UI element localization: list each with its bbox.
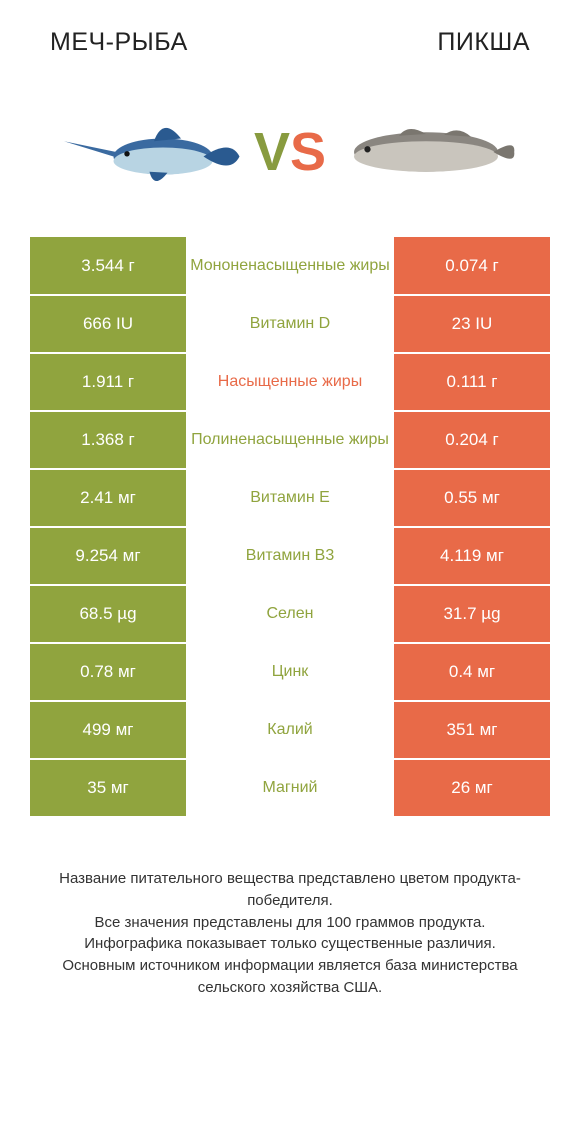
value-right: 351 мг bbox=[394, 701, 550, 759]
value-left: 499 мг bbox=[30, 701, 186, 759]
footer-line: Основным источником информации является … bbox=[28, 955, 552, 999]
nutrient-label: Полиненасыщенные жиры bbox=[186, 411, 394, 469]
comparison-table: 3.544 гМононенасыщенные жиры0.074 г666 I… bbox=[30, 237, 550, 818]
nutrient-label: Магний bbox=[186, 759, 394, 817]
value-right: 0.204 г bbox=[394, 411, 550, 469]
footer-line: Все значения представлены для 100 граммо… bbox=[28, 912, 552, 934]
value-right: 0.111 г bbox=[394, 353, 550, 411]
table-row: 3.544 гМононенасыщенные жиры0.074 г bbox=[30, 237, 550, 295]
left-title: МЕЧ-РЫБА bbox=[50, 28, 188, 57]
value-left: 666 IU bbox=[30, 295, 186, 353]
value-left: 35 мг bbox=[30, 759, 186, 817]
table-row: 1.911 гНасыщенные жиры0.111 г bbox=[30, 353, 550, 411]
value-left: 9.254 мг bbox=[30, 527, 186, 585]
comparison-table-wrap: 3.544 гМононенасыщенные жиры0.074 г666 I… bbox=[0, 227, 580, 818]
footer-line: Инфографика показывает только существенн… bbox=[28, 933, 552, 955]
nutrient-label: Мононенасыщенные жиры bbox=[186, 237, 394, 295]
haddock-icon bbox=[336, 107, 516, 197]
value-right: 26 мг bbox=[394, 759, 550, 817]
value-right: 0.55 мг bbox=[394, 469, 550, 527]
vs-label: VS bbox=[254, 125, 326, 179]
table-row: 666 IUВитамин D23 IU bbox=[30, 295, 550, 353]
swordfish-icon bbox=[64, 107, 244, 197]
nutrient-label: Селен bbox=[186, 585, 394, 643]
nutrient-label: Витамин E bbox=[186, 469, 394, 527]
table-row: 35 мгМагний26 мг bbox=[30, 759, 550, 817]
nutrient-label: Насыщенные жиры bbox=[186, 353, 394, 411]
table-row: 0.78 мгЦинк0.4 мг bbox=[30, 643, 550, 701]
nutrient-label: Цинк bbox=[186, 643, 394, 701]
images-row: VS bbox=[0, 67, 580, 227]
value-left: 3.544 г bbox=[30, 237, 186, 295]
vs-v: V bbox=[254, 122, 290, 182]
value-left: 1.911 г bbox=[30, 353, 186, 411]
value-right: 23 IU bbox=[394, 295, 550, 353]
footer-line: Название питательного вещества представл… bbox=[28, 868, 552, 912]
value-left: 68.5 µg bbox=[30, 585, 186, 643]
table-row: 1.368 гПолиненасыщенные жиры0.204 г bbox=[30, 411, 550, 469]
right-title: ПИКША bbox=[437, 28, 530, 57]
nutrient-label: Витамин D bbox=[186, 295, 394, 353]
nutrient-label: Витамин B3 bbox=[186, 527, 394, 585]
table-row: 68.5 µgСелен31.7 µg bbox=[30, 585, 550, 643]
header: МЕЧ-РЫБА ПИКША bbox=[0, 0, 580, 67]
value-left: 0.78 мг bbox=[30, 643, 186, 701]
table-row: 499 мгКалий351 мг bbox=[30, 701, 550, 759]
value-right: 31.7 µg bbox=[394, 585, 550, 643]
value-left: 1.368 г bbox=[30, 411, 186, 469]
nutrient-label: Калий bbox=[186, 701, 394, 759]
footer: Название питательного вещества представл… bbox=[0, 818, 580, 999]
vs-s: S bbox=[290, 122, 326, 182]
value-left: 2.41 мг bbox=[30, 469, 186, 527]
table-row: 2.41 мгВитамин E0.55 мг bbox=[30, 469, 550, 527]
value-right: 0.074 г bbox=[394, 237, 550, 295]
table-row: 9.254 мгВитамин B34.119 мг bbox=[30, 527, 550, 585]
value-right: 0.4 мг bbox=[394, 643, 550, 701]
value-right: 4.119 мг bbox=[394, 527, 550, 585]
